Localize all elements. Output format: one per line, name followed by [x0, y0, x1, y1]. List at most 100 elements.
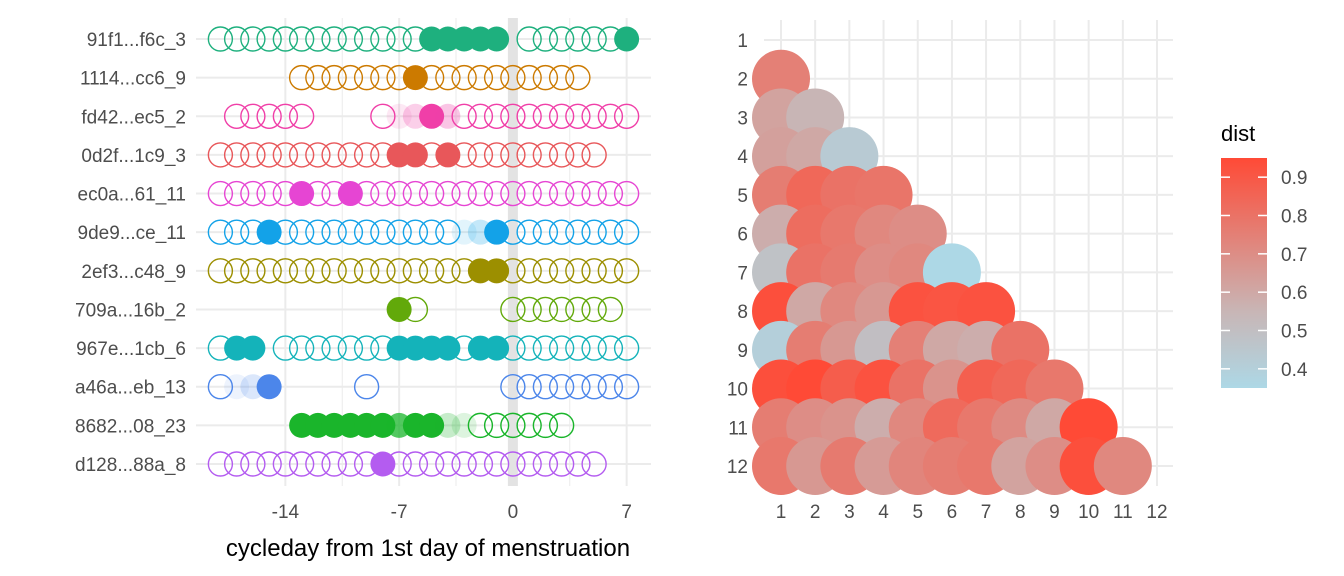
open-day-point [467, 451, 494, 477]
heatmap-x-tick-label: 1 [776, 502, 787, 523]
open-day-point [483, 64, 510, 91]
legend-tick-label: 0.8 [1281, 207, 1307, 228]
open-day-point [581, 374, 607, 400]
open-day-point [288, 26, 315, 52]
open-day-point [370, 180, 396, 207]
dist-legend: dist 0.9 0.8 0.7 0.6 0.5 0.4 [1221, 121, 1308, 388]
open-day-point [337, 142, 364, 168]
open-day-point [207, 26, 234, 52]
open-day-point [402, 451, 429, 477]
open-day-point [532, 64, 559, 91]
series-label: 8682...08_23 [75, 416, 186, 437]
open-day-point [532, 103, 559, 129]
dot-plot-x-tick-labels: -14 -7 0 7 [272, 502, 632, 523]
open-day-point [240, 26, 266, 52]
filled-day-point [256, 219, 282, 245]
open-day-point [483, 142, 510, 168]
open-day-point [288, 258, 315, 284]
open-day-point [305, 451, 331, 477]
open-day-point [613, 258, 640, 284]
open-day-point [223, 451, 250, 477]
open-day-point [565, 335, 591, 361]
open-day-point [321, 258, 347, 284]
open-day-point [500, 64, 526, 91]
heatmap-cell [1093, 437, 1152, 495]
open-day-point [207, 258, 234, 284]
series-label: 0d2f...1c9_3 [81, 146, 186, 167]
open-day-point [288, 335, 315, 361]
x-tick-label: 0 [508, 502, 519, 523]
open-day-point [435, 219, 461, 245]
open-day-point [597, 219, 624, 245]
heatmap-x-tick-label: 3 [844, 502, 855, 523]
filled-day-point [386, 103, 412, 129]
open-day-point [548, 451, 575, 477]
open-day-point [548, 142, 575, 168]
heatmap-y-tick-label: 7 [737, 263, 748, 284]
open-day-point [516, 26, 542, 52]
heatmap-y-tick-label: 5 [737, 186, 748, 207]
open-day-point [467, 64, 494, 91]
heatmap-x-tick-label: 4 [878, 502, 889, 523]
open-day-point [613, 335, 640, 361]
open-day-point [240, 142, 266, 168]
open-day-point [370, 26, 396, 52]
heatmap-y-tick-label: 3 [737, 108, 748, 129]
open-day-point [516, 258, 542, 284]
heatmap-y-tick-label: 2 [737, 70, 748, 91]
open-day-point [305, 26, 331, 52]
heatmap-y-tick-label: 4 [737, 147, 748, 168]
series-label: 709a...16b_2 [75, 300, 186, 321]
legend-tick-label: 0.9 [1281, 168, 1307, 189]
open-day-point [451, 103, 477, 129]
dot-plot-y-tick-labels: 91f1...f6c_3 1114...cc6_9 fd42...ec5_2 0d2f… [75, 30, 186, 476]
filled-day-point [451, 412, 477, 438]
open-day-point [451, 451, 477, 477]
open-day-point [467, 103, 494, 129]
open-day-point [305, 219, 331, 245]
open-day-point [353, 258, 380, 284]
open-day-point [548, 296, 575, 323]
open-day-point [353, 335, 380, 361]
heatmap-x-tick-label: 12 [1146, 502, 1167, 523]
open-day-point [581, 26, 607, 52]
open-day-point [353, 26, 380, 52]
open-day-point [207, 180, 234, 207]
open-day-point [256, 451, 282, 477]
open-day-point [402, 258, 429, 284]
open-day-point [500, 180, 526, 207]
open-day-point [500, 103, 526, 129]
cycle-dot-plot: 91f1...f6c_3 1114...cc6_9 fd42...ec5_2 0d2f… [75, 18, 651, 562]
filled-day-point [435, 335, 461, 361]
open-day-point [321, 142, 347, 168]
open-day-point [597, 296, 624, 323]
open-day-point [386, 258, 412, 284]
series-label: d128...88a_8 [75, 455, 186, 476]
heatmap-cells [752, 49, 1152, 495]
open-day-point [256, 26, 282, 52]
filled-day-point [419, 103, 445, 129]
heatmap-x-tick-label: 10 [1078, 502, 1099, 523]
open-day-point [548, 26, 575, 52]
legend-title: dist [1221, 121, 1255, 146]
day-zero-reference-line [507, 18, 518, 486]
open-day-point [223, 219, 250, 245]
legend-ticks: 0.9 0.8 0.7 0.6 0.5 0.4 [1221, 168, 1308, 381]
open-day-point [532, 180, 559, 207]
open-day-point [288, 103, 315, 129]
open-day-point [223, 142, 250, 168]
open-day-point [613, 219, 640, 245]
series-label: 9de9...ce_11 [78, 223, 186, 244]
open-day-point [451, 64, 477, 91]
open-day-point [223, 103, 250, 129]
heatmap-y-tick-label: 10 [727, 380, 748, 401]
open-day-point [353, 64, 380, 91]
open-day-point [597, 258, 624, 284]
open-day-point [223, 26, 250, 52]
filled-day-point [435, 412, 461, 438]
open-day-point [565, 142, 591, 168]
open-day-point [402, 180, 429, 207]
open-day-point [516, 374, 542, 400]
open-day-point [565, 180, 591, 207]
